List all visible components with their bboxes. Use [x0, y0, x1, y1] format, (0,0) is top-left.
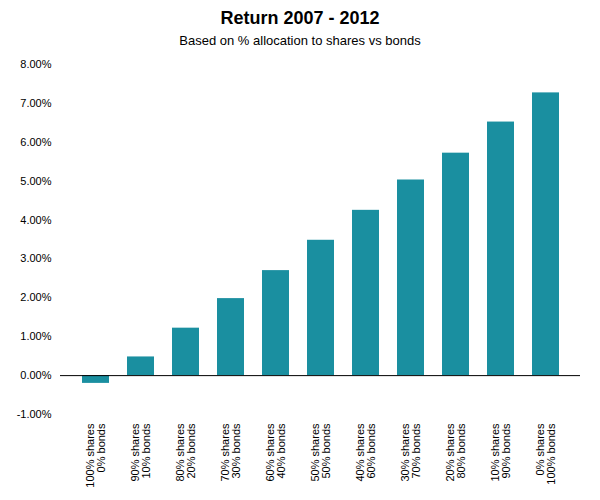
svg-text:50% shares50% bonds: 50% shares50% bonds — [309, 423, 332, 482]
svg-text:-1.00%: -1.00% — [17, 408, 52, 420]
svg-text:2.00%: 2.00% — [20, 291, 51, 303]
svg-text:10% shares90% bonds: 10% shares90% bonds — [489, 423, 512, 482]
svg-text:0.00%: 0.00% — [20, 369, 51, 381]
svg-text:5.00%: 5.00% — [20, 175, 51, 187]
html-text:Based on % allocation to share: Based on % allocation to shares vs bonds — [179, 33, 421, 48]
html-text:Return 2007 - 2012: Return 2007 - 2012 — [220, 8, 380, 28]
svg-text:20% shares80% bonds: 20% shares80% bonds — [444, 423, 467, 482]
svg-text:60% shares40% bonds: 60% shares40% bonds — [264, 423, 287, 482]
svg-text:8.00%: 8.00% — [20, 58, 51, 70]
svg-text:90% shares10% bonds: 90% shares10% bonds — [129, 423, 152, 482]
svg-text:4.00%: 4.00% — [20, 214, 51, 226]
svg-text:30% shares70% bonds: 30% shares70% bonds — [399, 423, 422, 482]
svg-text:0% shares100% bonds: 0% shares100% bonds — [534, 423, 557, 485]
svg-text:6.00%: 6.00% — [20, 136, 51, 148]
svg-text:70% shares30% bonds: 70% shares30% bonds — [219, 423, 242, 482]
svg-text:7.00%: 7.00% — [20, 97, 51, 109]
svg-text:100% shares0% bonds: 100% shares0% bonds — [84, 423, 107, 488]
svg-text:1.00%: 1.00% — [20, 330, 51, 342]
svg-text:3.00%: 3.00% — [20, 252, 51, 264]
svg-text:40% shares60% bonds: 40% shares60% bonds — [354, 423, 377, 482]
svg-text:80% shares20% bonds: 80% shares20% bonds — [174, 423, 197, 482]
